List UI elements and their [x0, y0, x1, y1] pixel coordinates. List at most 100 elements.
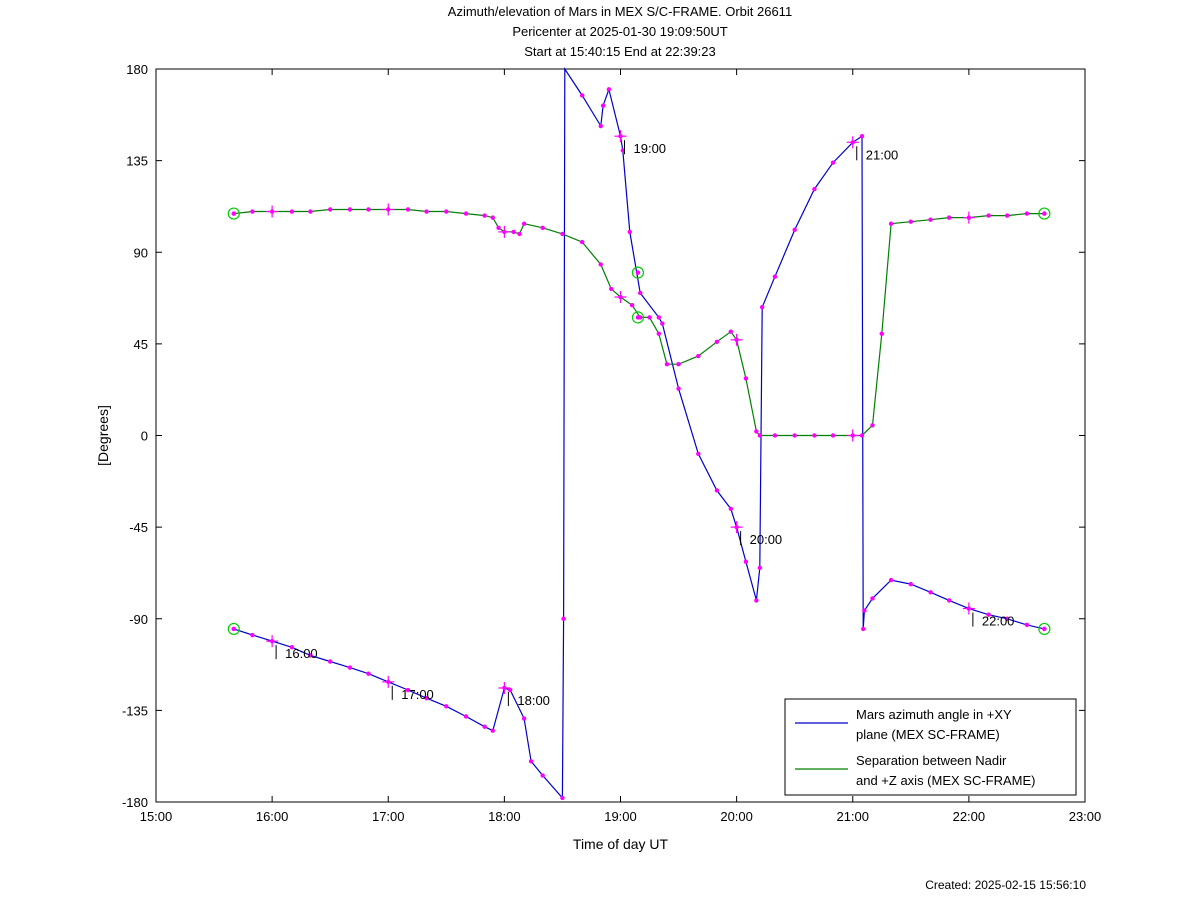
- x-tick-label: 21:00: [836, 809, 869, 824]
- separation-data-point: [366, 207, 371, 212]
- y-tick-label: -180: [122, 795, 148, 810]
- y-tick-label: -135: [122, 703, 148, 718]
- time-annotation-label: 22:00: [982, 614, 1015, 629]
- legend-entry-label: and +Z axis (MEX SC-FRAME): [856, 773, 1036, 788]
- separation-series-line: [233, 208, 1045, 437]
- azimuth-data-point: [859, 133, 865, 139]
- azimuth-data-point: [308, 653, 313, 658]
- azimuth-data-point: [772, 274, 778, 279]
- azimuth-data-point: [714, 488, 720, 493]
- separation-data-point: [482, 213, 487, 218]
- x-tick-label: 22:00: [953, 809, 986, 824]
- axes: 15:00 16:00 17:00 18:00 19:00 20:00 21:00 22:00…: [95, 62, 1101, 852]
- azimuth-data-point: [507, 687, 513, 693]
- chart-title-line-2: Pericenter at 2025-01-30 19:09:50UT: [512, 24, 728, 39]
- azimuth-data-point: [289, 645, 295, 650]
- separation-data-point: [560, 231, 565, 237]
- separation-data-point: [946, 215, 952, 220]
- separation-data-point: [714, 339, 720, 345]
- azimuth-data-point: [656, 315, 662, 320]
- y-tick-label: 0: [141, 429, 148, 444]
- x-tick-label: 20:00: [720, 809, 753, 824]
- endpoint-center-dot: [1042, 211, 1047, 216]
- separation-data-point: [579, 239, 585, 245]
- time-annotation-label: 19:00: [634, 141, 667, 156]
- time-annotation-label: 18:00: [517, 693, 550, 708]
- separation-data-point: [540, 225, 545, 231]
- separation-data-point: [490, 215, 495, 220]
- legend: Mars azimuth angle in +XY plane (MEX SC-F…: [784, 698, 1077, 796]
- separation-data-point: [879, 331, 884, 336]
- separation-data-point: [327, 207, 333, 212]
- separation-data-point: [463, 211, 469, 216]
- endpoint-circle-marker: [1038, 207, 1051, 220]
- separation-data-point: [647, 315, 652, 320]
- y-axis-label: [Degrees]: [95, 405, 111, 466]
- endpoint-circle-marker: [1038, 622, 1051, 636]
- chart-title-line-3: Start at 15:40:15 End at 22:39:23: [524, 44, 716, 59]
- azimuth-data-point: [598, 123, 603, 129]
- azimuth-data-point: [728, 506, 734, 511]
- azimuth-data-point: [792, 227, 797, 233]
- legend-entry-label: plane (MEX SC-FRAME): [856, 727, 1000, 742]
- x-tick-label: 19:00: [604, 809, 637, 824]
- legend-entry-label: Separation between Nadir: [856, 753, 1007, 768]
- separation-data-point: [728, 329, 734, 334]
- azimuth-data-point: [759, 305, 765, 310]
- y-tick-label: -90: [129, 612, 148, 627]
- separation-data-point: [743, 376, 749, 381]
- separation-data-point: [664, 362, 670, 367]
- markers-layer: 16:00 17:00 18:00 19:00 20:00 21:00 22:00: [227, 87, 1051, 801]
- endpoint-circle-marker: [227, 207, 240, 220]
- legend-box: [784, 698, 1077, 796]
- separation-data-point: [289, 209, 295, 214]
- separation-data-point: [308, 209, 313, 214]
- azimuth-data-point: [743, 559, 749, 564]
- separation-data-point: [250, 209, 255, 214]
- separation-data-point: [1024, 211, 1030, 216]
- x-tick-label: 18:00: [488, 809, 521, 824]
- y-tick-label: 45: [134, 337, 148, 352]
- azimuth-data-point: [812, 186, 817, 192]
- azimuth-data-point: [627, 229, 632, 235]
- x-tick-label: 15:00: [140, 809, 173, 824]
- time-annotation-label: 16:00: [285, 646, 318, 661]
- azimuth-data-point: [638, 290, 643, 296]
- separation-data-point: [676, 362, 681, 367]
- separation-data-point: [424, 209, 429, 214]
- separation-data-point: [696, 353, 701, 359]
- separation-data-point: [629, 302, 635, 308]
- azimuth-data-point: [482, 724, 487, 729]
- azimuth-data-point: [986, 612, 991, 617]
- separation-data-point: [598, 262, 603, 267]
- azimuth-data-point: [696, 451, 701, 457]
- azimuth-data-point: [606, 87, 612, 92]
- endpoint-center-dot: [635, 315, 641, 320]
- azimuth-data-point: [250, 632, 255, 638]
- azimuth-data-point: [444, 704, 449, 709]
- azimuth-data-point: [490, 728, 495, 733]
- time-annotation-label: 20:00: [750, 532, 783, 547]
- azimuth-series-line: [233, 66, 1045, 800]
- azimuth-data-point: [561, 616, 566, 621]
- endpoint-circle-marker: [227, 622, 240, 636]
- azimuth-data-point: [928, 590, 933, 595]
- time-annotation-label: 17:00: [401, 687, 434, 702]
- x-tick-label: 23:00: [1069, 809, 1102, 824]
- azimuth-data-point: [870, 596, 875, 601]
- separation-data-point: [656, 331, 662, 336]
- separation-data-point: [521, 221, 527, 226]
- y-tick-label: 180: [126, 62, 148, 77]
- separation-data-point: [517, 231, 522, 237]
- endpoint-circle-marker: [631, 266, 645, 279]
- x-axis-label: Time of day UT: [573, 836, 669, 852]
- azimuth-data-point: [754, 598, 759, 603]
- x-tick-label: 17:00: [372, 809, 405, 824]
- separation-data-point: [754, 429, 759, 434]
- azimuth-data-point: [521, 716, 527, 721]
- azimuth-data-point: [861, 626, 866, 632]
- separation-data-point: [347, 207, 353, 212]
- azimuth-data-point: [888, 577, 894, 583]
- y-tick-label: 135: [126, 154, 148, 169]
